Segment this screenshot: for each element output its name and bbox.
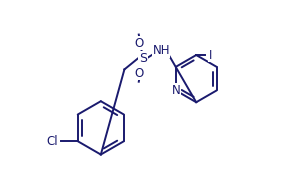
Text: Cl: Cl	[46, 135, 58, 148]
Text: S: S	[139, 52, 147, 65]
Text: N: N	[171, 84, 180, 97]
Text: NH: NH	[152, 44, 170, 57]
Text: I: I	[208, 49, 212, 62]
Text: O: O	[134, 67, 143, 80]
Text: O: O	[134, 37, 143, 50]
